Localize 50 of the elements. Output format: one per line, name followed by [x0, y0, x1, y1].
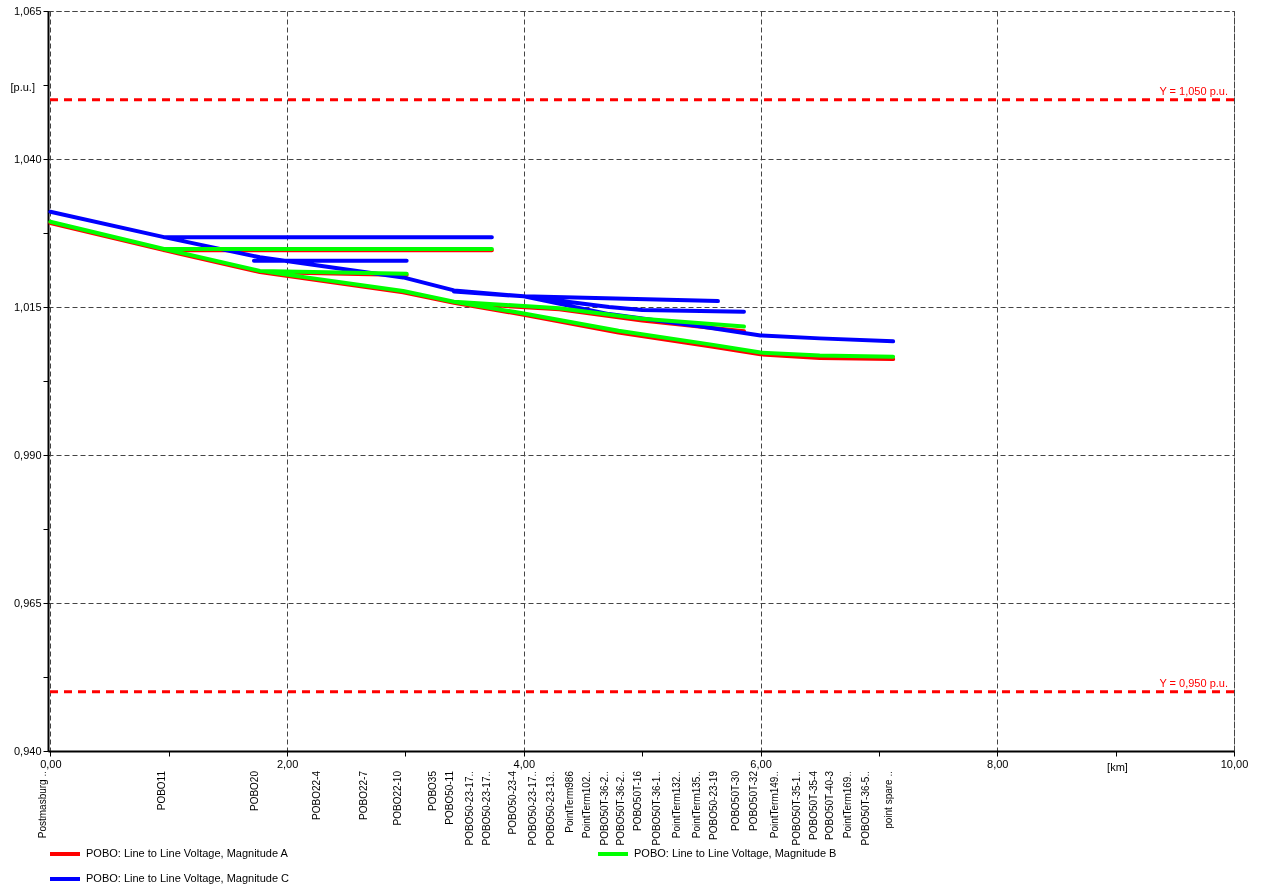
text: POBO50T-36-5..: [860, 771, 871, 846]
text: POBO50-23-13..: [545, 771, 556, 846]
text: PointTerm102..: [581, 771, 592, 839]
x-tick-label: 2,00: [276, 757, 299, 770]
text: POBO50-23-17..: [527, 771, 538, 846]
text: POBO35: [427, 770, 438, 812]
y-tick-label: 1,015: [13, 300, 42, 313]
text: Postmasburg ..: [37, 771, 48, 839]
x-tick-label: 6,00: [750, 757, 772, 770]
legend-label: POBO: Line to Line Voltage, Magnitude B: [634, 847, 837, 859]
ref-line-label: Y = 1,050 p.u.: [1159, 84, 1228, 97]
y-axis-title: [p.u.]: [10, 80, 35, 93]
text: POBO50-23-19: [708, 770, 719, 840]
text: POBO22-7: [358, 770, 369, 820]
ref-line-label: Y = 0,950 p.u.: [1159, 676, 1228, 689]
text: POBO50-11: [444, 770, 455, 825]
text: POBO50T-30: [730, 770, 741, 832]
text: POBO50T-36-2..: [615, 771, 626, 846]
text: POBO50-23-17..: [481, 771, 492, 846]
y-tick-label: 1,040: [13, 152, 42, 165]
text: POBO50-23-4: [507, 770, 518, 835]
text: PointTerm149..: [769, 771, 780, 839]
y-tick-label: 0,965: [13, 596, 42, 609]
text: POBO50T-36-2..: [599, 771, 610, 846]
x-tick-label: 10,00: [1220, 757, 1249, 770]
text: POBO50T-36-1..: [651, 771, 662, 846]
text: POBO20: [249, 770, 260, 812]
text: PointTerm986: [564, 770, 575, 833]
y-tick-label: 0,940: [13, 744, 42, 757]
text: POBO50T-16: [632, 770, 643, 832]
text: POBO50T-35-4: [808, 770, 819, 840]
x-axis-title: [km]: [1107, 760, 1128, 773]
x-tick-label: 8,00: [987, 757, 1009, 770]
text: POBO22-10: [392, 770, 403, 826]
text: PointTerm169..: [842, 771, 853, 839]
legend-label: POBO: Line to Line Voltage, Magnitude C: [86, 872, 290, 884]
text: POBO22-4: [311, 770, 322, 820]
text: POBO50T-35-1..: [791, 771, 802, 846]
text: point spare ..: [883, 771, 894, 829]
x-tick-label: 4,00: [513, 757, 536, 770]
y-tick-label: 0,990: [13, 448, 42, 461]
y-tick-label: 1,065: [13, 4, 42, 17]
text: PointTerm132..: [671, 771, 682, 839]
legend-label: POBO: Line to Line Voltage, Magnitude A: [86, 847, 289, 859]
text: POBO11: [156, 770, 167, 811]
text: POBO50T-32: [748, 770, 759, 832]
text: POBO50-23-17..: [464, 771, 475, 846]
x-tick-label: 0,00: [40, 757, 62, 770]
text: POBO50T-40-3: [824, 770, 835, 840]
text: PointTerm135..: [691, 771, 702, 839]
